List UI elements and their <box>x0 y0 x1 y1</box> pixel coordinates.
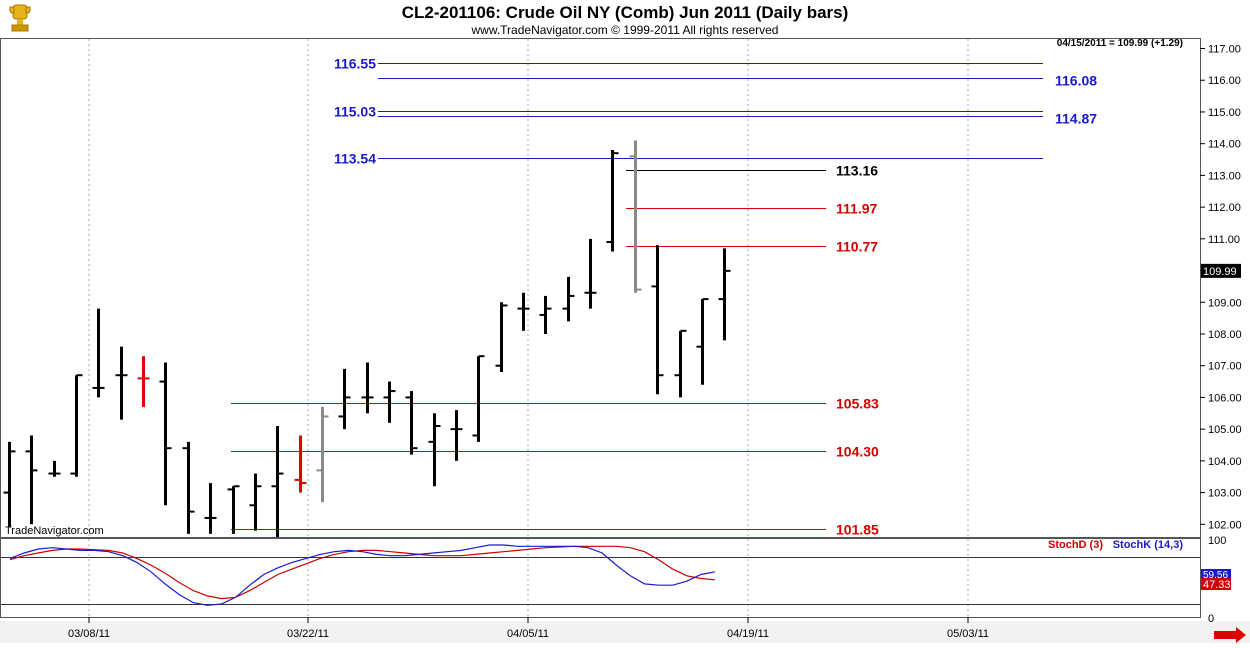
trophy-icon <box>9 4 31 32</box>
y-tick-label: 112.00 <box>1208 202 1241 214</box>
y-tick-label: 114.00 <box>1208 139 1241 151</box>
stoch-k-value: 59.56 <box>1203 570 1228 581</box>
ohlc-bar <box>70 374 83 477</box>
x-tick-label: 05/03/11 <box>947 628 989 640</box>
level-label: 101.85 <box>836 522 879 538</box>
y-tick-label: 113.00 <box>1208 170 1241 182</box>
legend-stoch-d: StochD (3) <box>1048 539 1103 551</box>
chart-subtitle: www.TradeNavigator.com © 1999-2011 All r… <box>471 23 779 37</box>
ohlc-bar <box>25 435 38 525</box>
y-tick-label: 104.00 <box>1208 456 1242 468</box>
ohlc-bar <box>294 435 307 493</box>
x-tick-label: 04/05/11 <box>507 628 549 640</box>
ohlc-bar <box>115 346 128 420</box>
x-tick-label: 04/19/11 <box>727 628 769 640</box>
time-axis-band <box>0 621 1250 643</box>
time-axis: 03/08/11 03/22/11 04/05/11 04/19/11 05/03/11 <box>68 617 989 640</box>
ohlc-bar <box>562 276 575 322</box>
price-panel-frame <box>0 38 1201 538</box>
y-tick-label: 102.00 <box>1208 519 1242 531</box>
y-tick-label: 109.00 <box>1208 297 1242 309</box>
last-price-label: 109.99 <box>1203 266 1237 278</box>
x-tick-label: 03/22/11 <box>287 628 329 640</box>
ohlc-bar <box>606 150 619 252</box>
level-label: 104.30 <box>836 444 879 460</box>
ohlc-bar <box>383 381 396 423</box>
ohlc-bar <box>137 356 150 407</box>
chart-title: CL2-201106: Crude Oil NY (Comb) Jun 2011… <box>402 3 849 22</box>
y-tick-label: 108.00 <box>1208 329 1242 341</box>
ohlc-bar <box>3 441 16 528</box>
level-label: 116.55 <box>334 56 376 72</box>
ohlc-bar <box>361 362 374 414</box>
ohlc-bar <box>584 238 597 309</box>
y-tick-label: 115.00 <box>1208 107 1241 119</box>
ohlc-bar <box>674 329 687 398</box>
level-label: 111.97 <box>836 201 877 217</box>
ohlc-bar <box>316 406 329 503</box>
ohlc-bar <box>651 245 664 395</box>
stoch-tick-label: 0 <box>1208 613 1214 625</box>
ohlc-bar <box>405 391 418 455</box>
ohlc-bar <box>629 140 642 293</box>
ohlc-bar <box>92 308 105 398</box>
stoch-d-line <box>9 545 716 600</box>
stoch-k-line <box>9 544 716 606</box>
ohlc-bar <box>204 483 217 534</box>
ohlc-bar <box>249 473 262 531</box>
ohlc-bar <box>495 302 508 373</box>
ohlc-bar <box>472 355 485 442</box>
ohlc-bar <box>696 298 709 385</box>
grid <box>88 39 969 617</box>
ohlc-bar <box>271 425 284 537</box>
level-lines: 116.55 116.08 115.03 114.87 113.54 113.16 111.… <box>231 56 1097 538</box>
level-label: 113.16 <box>836 163 878 179</box>
stoch-panel-frame <box>0 538 1201 618</box>
ohlc-bar <box>338 368 351 430</box>
y-tick-label: 111.00 <box>1208 234 1240 246</box>
level-label: 113.54 <box>334 151 376 167</box>
price-axis: 102.00 103.00 104.00 105.00 106.00 107.00 108.… <box>1200 44 1242 531</box>
right-arrow-icon[interactable] <box>1214 627 1246 643</box>
stoch-k-tag <box>1201 569 1231 579</box>
ohlc-bar <box>48 460 61 477</box>
y-tick-label: 106.00 <box>1208 392 1242 404</box>
level-label: 105.83 <box>836 396 879 412</box>
ohlc-bar <box>428 413 441 487</box>
ohlc-bar <box>450 410 463 461</box>
level-label: 114.87 <box>1055 111 1097 127</box>
watermark: TradeNavigator.com <box>5 525 104 537</box>
level-label: 116.08 <box>1055 73 1097 89</box>
last-price-tag <box>1201 263 1241 278</box>
y-tick-label: 116.00 <box>1208 75 1241 87</box>
stoch-d-value: 47.33 <box>1203 579 1231 591</box>
stoch-tick-label: 100 <box>1208 535 1226 547</box>
y-tick-label: 107.00 <box>1208 361 1242 373</box>
y-tick-label: 105.00 <box>1208 424 1242 436</box>
price-bars <box>3 140 731 537</box>
level-label: 115.03 <box>334 104 376 120</box>
ohlc-bar <box>718 248 731 341</box>
last-quote: 04/15/2011 = 109.99 (+1.29) <box>1057 38 1183 49</box>
ohlc-bar <box>227 485 240 534</box>
ohlc-bar <box>517 292 530 331</box>
y-tick-label: 103.00 <box>1208 488 1242 500</box>
x-tick-label: 03/08/11 <box>68 628 110 640</box>
level-label: 110.77 <box>836 239 878 255</box>
legend-stoch-k: StochK (14,3) <box>1113 539 1184 551</box>
stoch-d-tag <box>1201 578 1231 590</box>
ohlc-bar <box>182 441 195 534</box>
y-tick-label: 117.00 <box>1208 44 1241 56</box>
ohlc-bar <box>539 295 552 334</box>
ohlc-bar <box>159 362 172 506</box>
